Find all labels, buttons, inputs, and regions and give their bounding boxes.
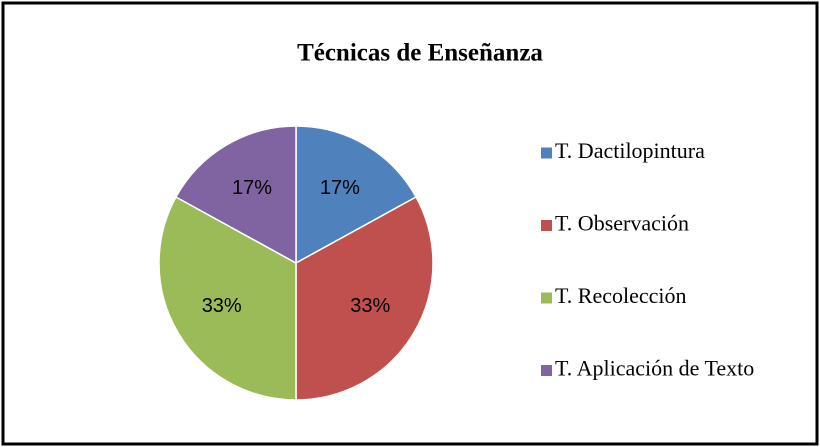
- chart-title: Técnicas de Enseñanza: [297, 40, 543, 67]
- legend-label: T. Recolección: [555, 283, 687, 308]
- legend-swatch: [541, 147, 552, 159]
- slice-label: 33%: [350, 295, 390, 317]
- legend-label: T. Observación: [555, 211, 689, 236]
- pie-slice: [295, 195, 434, 401]
- slice-label: 17%: [320, 177, 360, 199]
- legend-swatch: [541, 292, 552, 304]
- pie-slice: [158, 195, 297, 401]
- legend-swatch: [541, 365, 552, 376]
- legend-swatch: [541, 220, 552, 231]
- pie-slice: [295, 125, 418, 265]
- legend-label: T. Aplicación de Texto: [555, 356, 754, 381]
- slice-label: 17%: [232, 177, 272, 199]
- legend-label: T. Dactilopintura: [555, 138, 705, 163]
- pie-slice: [174, 125, 297, 265]
- slice-label: 33%: [202, 295, 242, 317]
